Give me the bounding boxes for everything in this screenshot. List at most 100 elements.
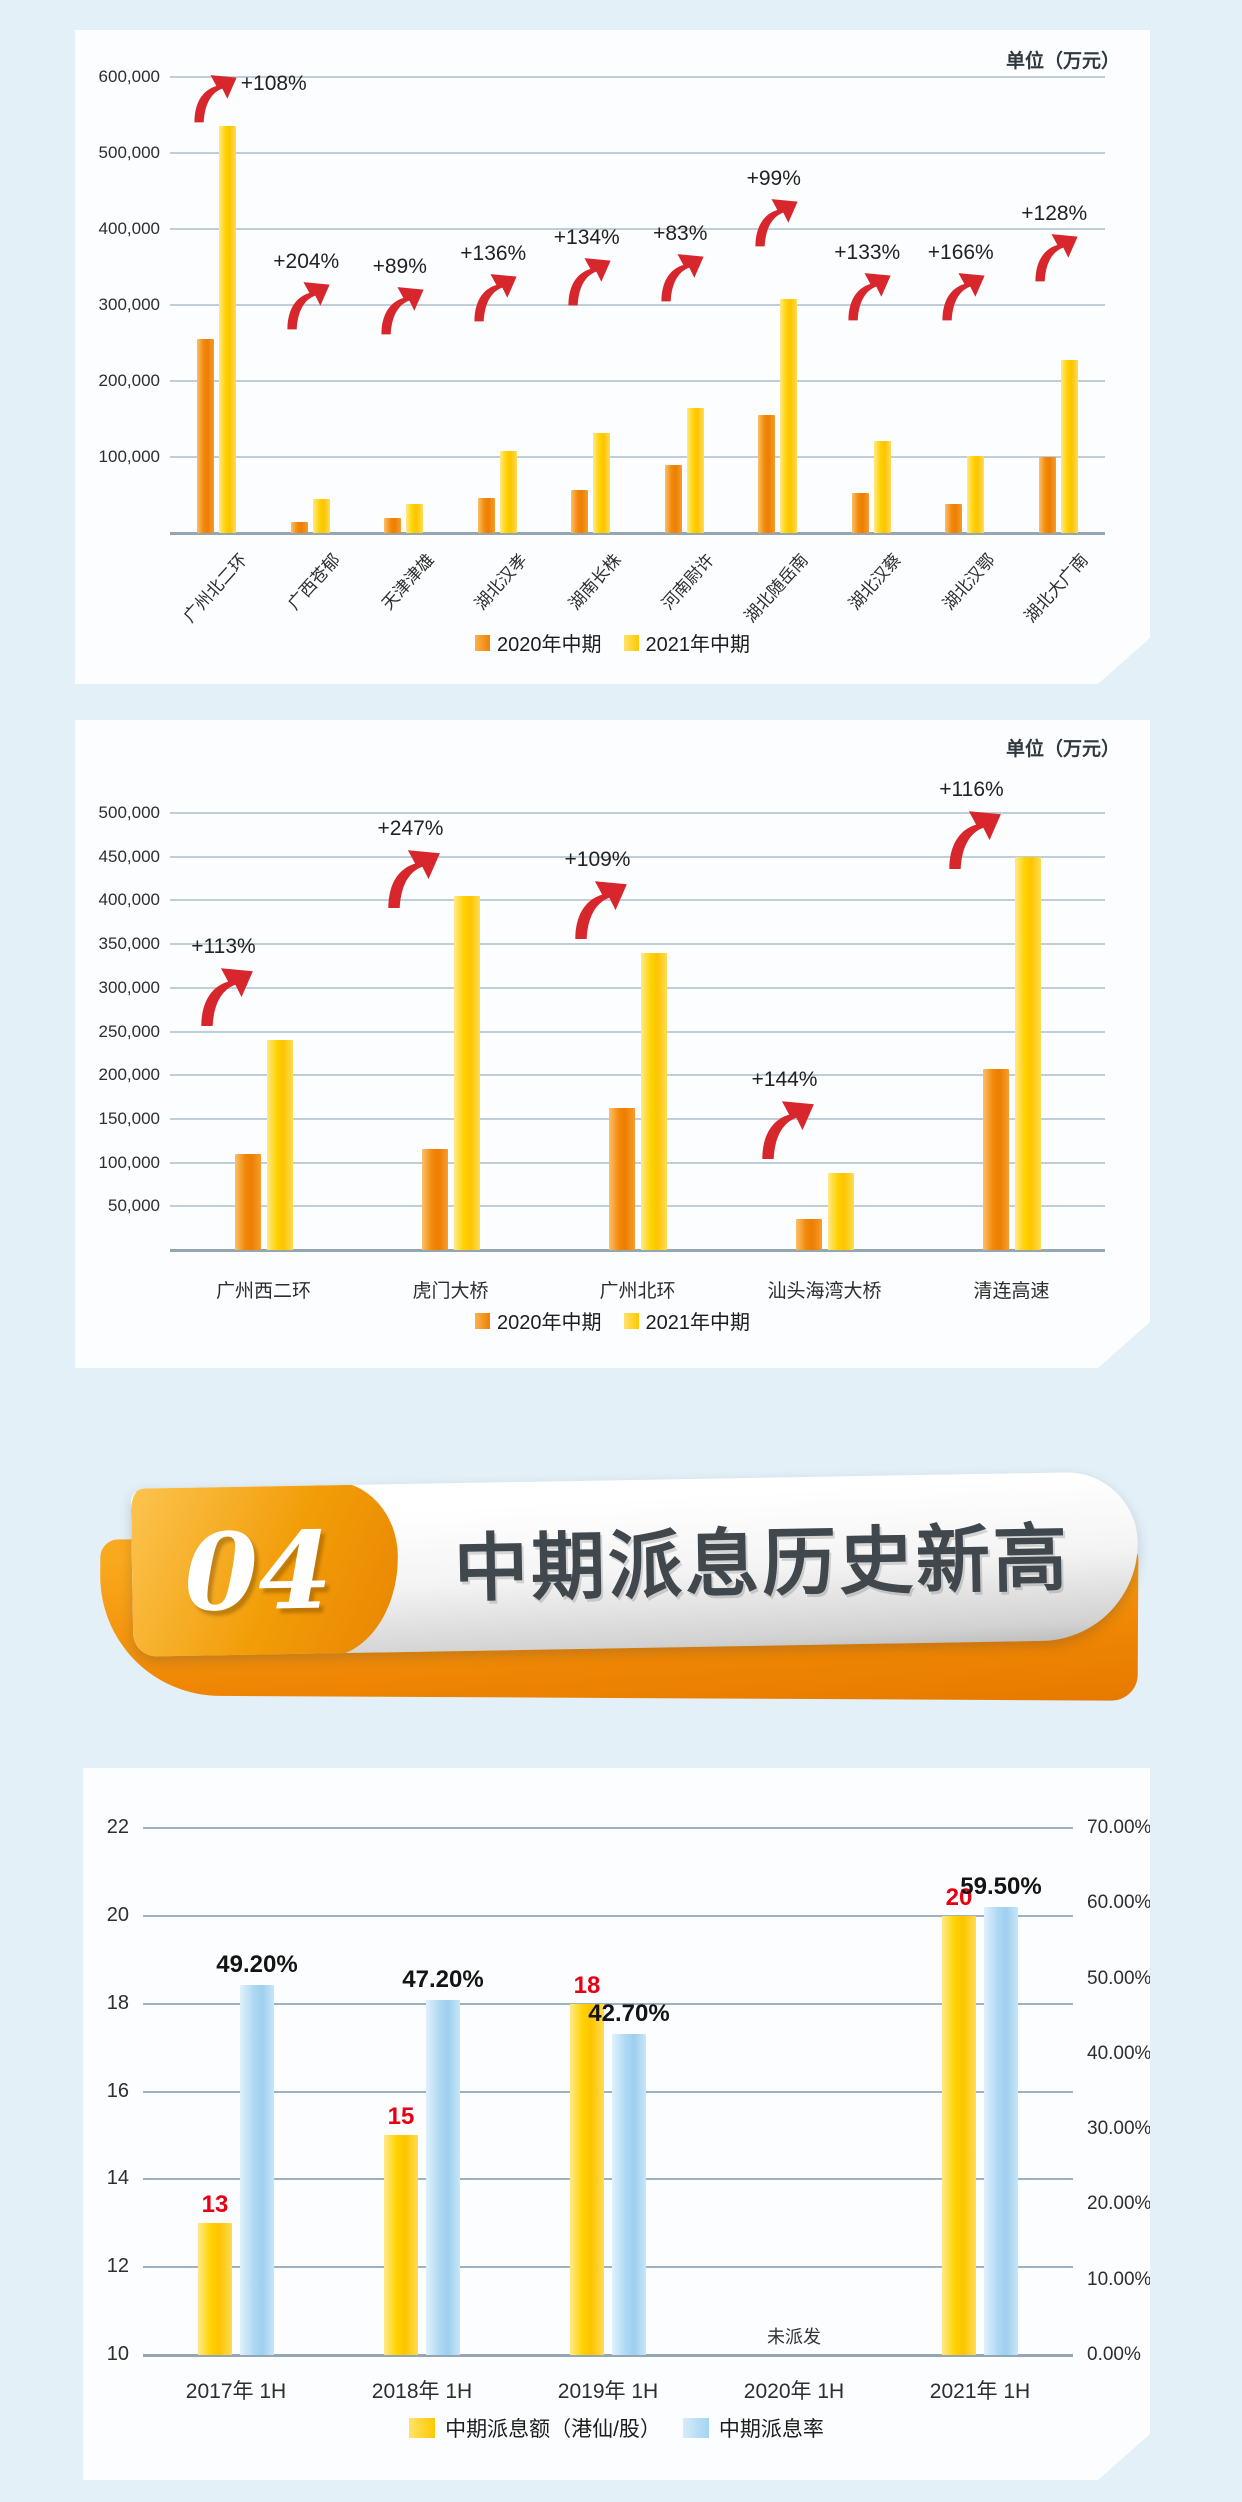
bar-2020 bbox=[665, 465, 682, 533]
legend-label: 2020年中期 bbox=[497, 634, 602, 656]
bar-2020 bbox=[1039, 457, 1056, 533]
left-tick-label: 12 bbox=[106, 2255, 129, 2278]
section-number-badge: 04 bbox=[130, 1480, 400, 1657]
legend-item: 2021年中期 bbox=[624, 1306, 751, 1335]
growth-arrow-icon bbox=[934, 268, 988, 322]
left-tick-label: 18 bbox=[106, 1991, 129, 2014]
grid-line bbox=[170, 228, 1105, 230]
rate-label: 59.50% bbox=[960, 1873, 1042, 1901]
growth-arrow-icon bbox=[752, 1095, 818, 1161]
growth-arrow-icon bbox=[191, 962, 257, 1028]
legend-item: 2021年中期 bbox=[624, 628, 751, 657]
bar-dividend-amount bbox=[384, 2135, 418, 2355]
grouped-bar-chart-roads-2: 50,000 100,000 150,000 200,000 250,000 300,00… bbox=[75, 720, 1150, 1368]
y-tick-label: 100,000 bbox=[98, 447, 160, 466]
category-label: 湖北汉孝 bbox=[471, 550, 532, 614]
grid-line bbox=[170, 304, 1105, 306]
growth-arrow-icon bbox=[1027, 229, 1081, 283]
chart-legend: 中期派息额（港仙/股） 中期派息率 bbox=[83, 2413, 1150, 2443]
bar-2020 bbox=[945, 504, 962, 533]
growth-arrow-icon bbox=[378, 844, 444, 910]
y-tick-label: 200,000 bbox=[98, 1065, 160, 1085]
bar-2021 bbox=[874, 441, 891, 533]
category-label: 2021年 1H bbox=[929, 2380, 1031, 2403]
growth-arrow-icon bbox=[840, 268, 894, 322]
y-tick-label: 450,000 bbox=[98, 846, 160, 866]
left-tick-label: 14 bbox=[106, 2167, 129, 2190]
grid-line bbox=[143, 2178, 1073, 2180]
category-label: 清连高速 bbox=[973, 1281, 1050, 1302]
category-label: 湖北大广南 bbox=[1021, 550, 1093, 627]
growth-label: +204% bbox=[273, 249, 340, 273]
grid-line bbox=[170, 1118, 1105, 1120]
grid-line bbox=[143, 1827, 1073, 1829]
bar-2021 bbox=[593, 433, 610, 533]
growth-label: +144% bbox=[751, 1068, 818, 1092]
growth-label: +99% bbox=[746, 166, 801, 190]
y-tick-label: 100,000 bbox=[98, 1152, 160, 1172]
bar-dividend-rate bbox=[240, 1985, 274, 2355]
y-tick-label: 500,000 bbox=[98, 143, 160, 162]
legend-item: 中期派息额（港仙/股） bbox=[409, 2413, 661, 2443]
x-axis-line bbox=[143, 2354, 1073, 2357]
left-tick-label: 22 bbox=[106, 1816, 129, 1838]
grid-line bbox=[170, 76, 1105, 78]
left-tick-label: 10 bbox=[106, 2343, 129, 2365]
grid-line bbox=[170, 856, 1105, 858]
no-dividend-label: 未派发 bbox=[767, 2327, 821, 2347]
legend-swatch bbox=[475, 635, 490, 651]
legend-swatch bbox=[624, 635, 639, 651]
right-tick-label: 60.00% bbox=[1087, 1892, 1152, 1914]
growth-label: +134% bbox=[553, 226, 620, 250]
bar-dividend-amount bbox=[198, 2223, 232, 2355]
bar-dividend-rate bbox=[984, 1907, 1018, 2355]
bar-dividend-amount bbox=[942, 1916, 976, 2355]
y-tick-label: 300,000 bbox=[98, 977, 160, 997]
growth-arrow-icon bbox=[560, 253, 614, 307]
left-tick-label: 20 bbox=[106, 1903, 129, 1926]
bar-2020 bbox=[384, 518, 401, 533]
bar-2021 bbox=[267, 1040, 293, 1250]
legend-label: 2021年中期 bbox=[645, 634, 750, 656]
category-label: 湖北汉鄂 bbox=[938, 550, 999, 614]
growth-label: +83% bbox=[653, 221, 708, 245]
legend-item: 中期派息率 bbox=[683, 2413, 824, 2443]
right-tick-label: 30.00% bbox=[1087, 2118, 1152, 2140]
bar-2021 bbox=[500, 451, 517, 533]
section-header-ribbon: 04 中期派息历史新高 bbox=[130, 1471, 1140, 1657]
growth-label: +108% bbox=[240, 72, 307, 96]
bar-2021 bbox=[454, 896, 480, 1250]
growth-arrow-icon bbox=[279, 277, 333, 331]
grid-line bbox=[170, 899, 1105, 901]
bar-2021 bbox=[1061, 360, 1078, 533]
bar-2020 bbox=[852, 493, 869, 533]
rate-label: 47.20% bbox=[402, 1965, 484, 1993]
grid-line bbox=[170, 1162, 1105, 1164]
right-tick-label: 40.00% bbox=[1087, 2042, 1152, 2064]
rate-label: 42.70% bbox=[588, 1999, 670, 2027]
toll-revenue-chart-card-1: 单位（万元） 100,000 200,000 300,000 400,000 500,0… bbox=[75, 30, 1150, 684]
value-label: 13 bbox=[201, 2191, 229, 2219]
category-label: 湖北随岳南 bbox=[740, 550, 812, 627]
left-tick-label: 16 bbox=[106, 2079, 129, 2102]
y-tick-label: 400,000 bbox=[98, 219, 160, 238]
bar-2021 bbox=[687, 408, 704, 533]
bar-2020 bbox=[758, 415, 775, 533]
bar-2020 bbox=[235, 1154, 261, 1250]
grid-line bbox=[143, 2003, 1073, 2005]
category-label: 广州北环 bbox=[599, 1281, 676, 1302]
growth-label: +109% bbox=[564, 847, 631, 871]
dividend-chart-card: 10 12 14 16 18 20 22 0.00% 10.00% 20.00% 30.00% 40.… bbox=[83, 1768, 1150, 2480]
grouped-bar-chart-roads-1: 100,000 200,000 300,000 400,000 500,000 600,0… bbox=[75, 30, 1150, 684]
grid-line bbox=[170, 1205, 1105, 1207]
y-tick-label: 350,000 bbox=[98, 934, 160, 954]
right-tick-label: 20.00% bbox=[1087, 2193, 1152, 2215]
legend-swatch bbox=[409, 2418, 435, 2438]
chart-legend: 2020年中期 2021年中期 bbox=[75, 628, 1150, 657]
growth-label: +89% bbox=[372, 255, 427, 279]
toll-revenue-chart-card-2: 单位（万元） 50,000 100,000 150,000 200,000 250,00… bbox=[75, 720, 1150, 1368]
chart-legend: 2020年中期 2021年中期 bbox=[75, 1306, 1150, 1335]
y-tick-label: 400,000 bbox=[98, 890, 160, 910]
bar-2021 bbox=[641, 953, 667, 1250]
